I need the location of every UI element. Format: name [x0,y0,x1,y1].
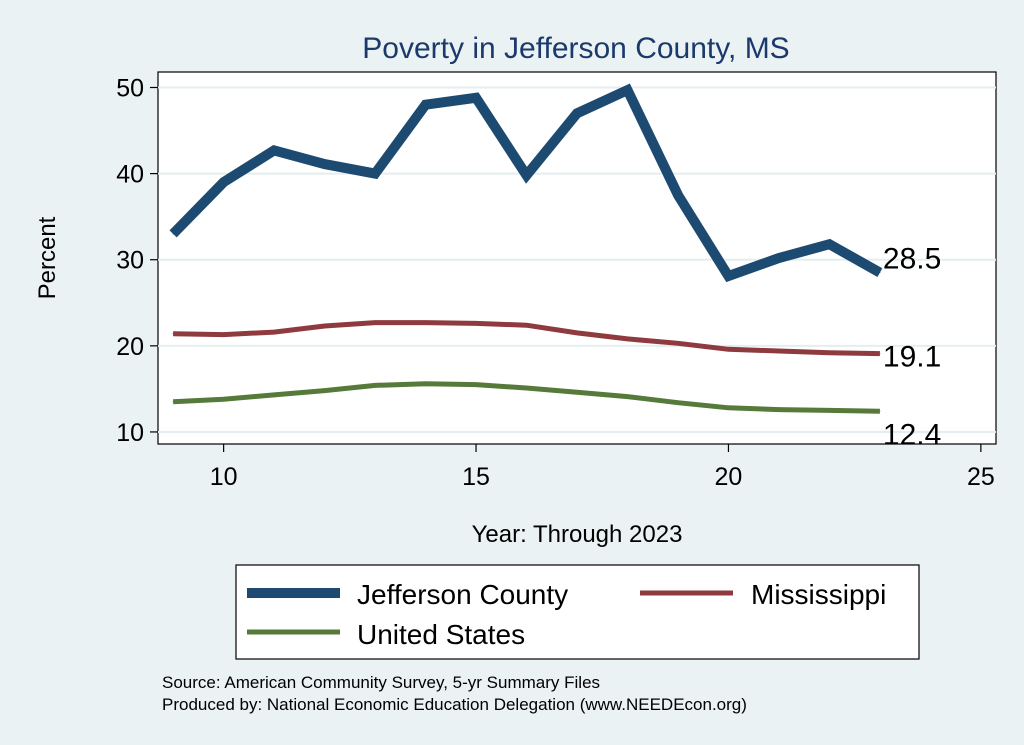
gridlines [158,86,996,433]
data-point-mississippi [778,350,780,352]
y-tick-label: 20 [116,333,144,361]
data-point-jefferson-county [727,275,729,277]
data-point-united-states [324,390,326,392]
chart-title: Poverty in Jefferson County, MS [362,32,789,65]
data-point-jefferson-county [778,257,780,259]
data-point-united-states [223,398,225,400]
data-point-united-states [627,396,628,398]
y-tick-label: 40 [116,161,144,189]
data-point-united-states [526,387,527,389]
x-tick-label: 10 [210,463,238,491]
series-lines [169,83,883,414]
end-value-labels: 28.5 19.1 12.4 [883,243,941,452]
data-point-united-states [677,402,679,404]
y-axis-label: Percent [34,216,61,299]
data-point-united-states [778,409,780,411]
data-point-united-states [425,383,427,385]
data-point-mississippi [475,322,477,324]
data-point-jefferson-county [576,112,578,114]
data-point-jefferson-county [828,243,830,245]
end-label-jefferson-county: 28.5 [883,243,941,276]
x-tick-label: 15 [462,463,490,491]
end-label-mississippi: 19.1 [883,341,941,374]
data-point-mississippi [172,333,174,335]
data-point-jefferson-county [627,89,628,91]
y-tick-label: 10 [116,419,144,447]
data-point-mississippi [828,352,830,354]
end-label-united-states: 12.4 [883,418,941,451]
data-point-jefferson-county [879,272,881,274]
data-point-united-states [727,407,729,409]
data-point-jefferson-county [425,104,427,106]
data-point-jefferson-county [374,173,376,175]
x-tick-label: 25 [967,463,995,491]
data-point-mississippi [223,334,225,336]
data-point-mississippi [576,332,578,334]
data-point-jefferson-county [223,181,225,183]
y-tick-label: 30 [116,247,144,275]
data-point-united-states [576,391,578,393]
data-point-mississippi [727,348,729,350]
legend-box [235,564,920,660]
data-point-mississippi [324,325,326,327]
data-point-mississippi [526,324,527,326]
data-point-united-states [273,394,275,396]
data-point-mississippi [273,331,275,333]
data-point-jefferson-county [475,97,477,99]
data-point-jefferson-county [273,149,275,151]
legend: Jefferson County Mississippi United States [247,579,886,650]
x-axis-label: Year: Through 2023 [472,521,683,548]
legend-label-united-states: United States [357,619,525,650]
data-point-jefferson-county [526,174,527,176]
data-point-jefferson-county [324,163,326,165]
data-point-united-states [828,409,830,411]
data-point-united-states [374,384,376,386]
x-tick-label: 20 [715,463,743,491]
data-point-jefferson-county [172,233,174,235]
data-point-mississippi [879,353,881,355]
produced-by-note: Produced by: National Economic Education… [162,695,747,714]
data-point-united-states [879,410,881,412]
x-axis-ticks: 10 15 20 25 [210,444,995,491]
data-point-united-states [475,384,477,386]
legend-label-mississippi: Mississippi [751,579,886,610]
source-note: Source: American Community Survey, 5-yr … [162,673,600,692]
legend-label-jefferson-county: Jefferson County [357,579,568,610]
data-point-jefferson-county [677,194,679,196]
y-tick-label: 50 [116,75,144,103]
y-axis-ticks: 10 20 30 40 50 [116,75,158,447]
data-point-mississippi [627,338,628,340]
data-point-united-states [172,401,174,403]
data-point-mississippi [374,322,376,324]
data-point-mississippi [677,342,679,344]
data-point-mississippi [425,322,427,324]
plot-area [157,71,997,445]
